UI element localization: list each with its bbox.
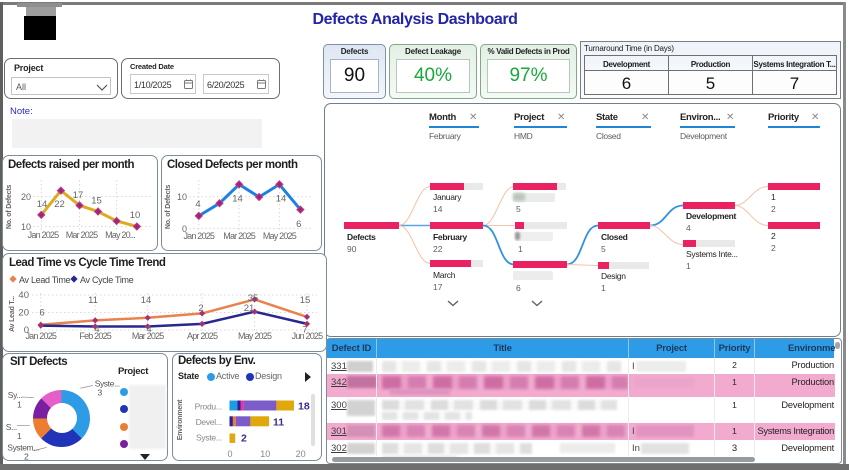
svg-text:Produ...: Produ... (195, 402, 222, 412)
svg-text:2: 2 (198, 303, 203, 314)
svg-text:10: 10 (130, 210, 141, 221)
svg-text:4: 4 (195, 199, 200, 210)
svg-text:2: 2 (24, 452, 29, 462)
svg-text:11: 11 (88, 295, 98, 306)
svg-text:20: 20 (296, 449, 306, 459)
svg-text:10: 10 (21, 222, 31, 232)
svg-text:Jan 2025: Jan 2025 (28, 230, 59, 240)
svg-text:15: 15 (300, 295, 311, 306)
svg-text:0: 0 (227, 449, 232, 459)
svg-text:20: 20 (18, 308, 29, 319)
svg-text:4: 4 (94, 324, 99, 335)
svg-text:0: 0 (182, 224, 187, 234)
svg-text:Feb 2025: Feb 2025 (79, 331, 111, 341)
svg-text:21: 21 (244, 303, 255, 314)
svg-text:0: 0 (24, 325, 29, 336)
svg-text:Av Cycle Time: Av Cycle Time (80, 275, 134, 285)
svg-text:May 2025: May 2025 (238, 331, 272, 341)
svg-text:No. of Defects: No. of Defects (165, 185, 172, 230)
svg-text:1: 1 (17, 400, 22, 410)
svg-text:Av Lead T...: Av Lead T... (9, 296, 16, 332)
svg-text:3: 3 (98, 388, 103, 398)
svg-text:17: 17 (73, 190, 84, 201)
svg-text:Jun 2025: Jun 2025 (292, 331, 323, 341)
svg-text:11: 11 (273, 417, 284, 429)
svg-text:Syste...: Syste... (95, 378, 120, 388)
svg-text:Mar 2025: Mar 2025 (66, 230, 98, 240)
svg-text:14: 14 (276, 194, 287, 205)
svg-text:20: 20 (21, 192, 31, 202)
svg-text:15: 15 (91, 196, 102, 207)
svg-text:No. of Defects: No. of Defects (6, 185, 13, 230)
svg-text:10: 10 (260, 449, 270, 459)
svg-text:22: 22 (54, 199, 65, 210)
svg-text:System...: System... (7, 443, 39, 453)
svg-text:Mar 2025: Mar 2025 (223, 231, 255, 241)
svg-text:Sy...: Sy... (8, 390, 22, 400)
svg-text:Av Lead Time: Av Lead Time (19, 275, 71, 285)
svg-text:Apr 2025: Apr 2025 (187, 331, 218, 341)
svg-text:14: 14 (37, 199, 48, 210)
svg-text:Jan 2025: Jan 2025 (183, 231, 214, 241)
svg-text:6: 6 (39, 308, 44, 319)
svg-text:18: 18 (298, 401, 310, 413)
svg-text:1: 1 (17, 431, 22, 441)
svg-text:Devel...: Devel... (196, 417, 222, 427)
svg-text:May 2025: May 2025 (263, 231, 297, 241)
svg-text:May 20...: May 20... (105, 230, 135, 240)
svg-text:Jan 2025: Jan 2025 (25, 331, 56, 341)
svg-text:35: 35 (248, 293, 259, 304)
svg-text:S...: S... (6, 422, 17, 432)
svg-text:2: 2 (241, 433, 247, 445)
svg-text:14: 14 (232, 194, 243, 205)
svg-text:40: 40 (18, 290, 29, 301)
svg-text:7: 7 (302, 325, 307, 336)
svg-text:6: 6 (296, 219, 301, 230)
svg-text:14: 14 (141, 295, 152, 306)
svg-text:Syste...: Syste... (196, 433, 222, 443)
svg-text:10: 10 (177, 192, 187, 202)
svg-text:Mar 2025: Mar 2025 (132, 331, 164, 341)
svg-text:Environment: Environment (177, 399, 184, 440)
svg-text:4: 4 (146, 324, 151, 335)
